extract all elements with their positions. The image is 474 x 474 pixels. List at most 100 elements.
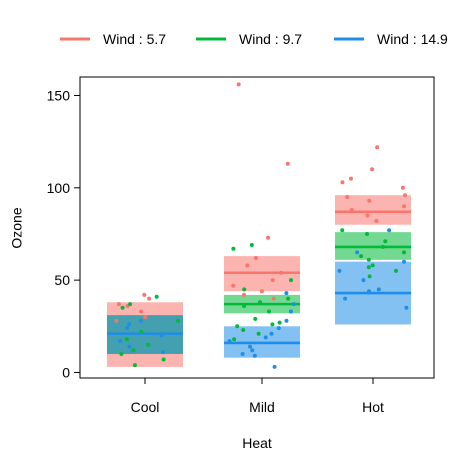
data-point bbox=[370, 263, 375, 268]
data-point bbox=[267, 309, 271, 314]
data-point bbox=[286, 296, 291, 301]
data-point bbox=[248, 344, 252, 349]
data-point bbox=[365, 213, 370, 218]
y-tick-label: 50 bbox=[54, 272, 70, 288]
data-point bbox=[139, 329, 144, 334]
data-point bbox=[366, 265, 371, 270]
data-point bbox=[154, 294, 159, 299]
data-point bbox=[345, 195, 350, 199]
data-point bbox=[236, 82, 241, 87]
data-point bbox=[266, 235, 271, 240]
data-point bbox=[250, 348, 255, 353]
data-point bbox=[176, 318, 180, 323]
data-point bbox=[289, 309, 293, 314]
data-point bbox=[402, 204, 406, 209]
data-point bbox=[245, 263, 250, 268]
y-tick-label: 150 bbox=[47, 87, 71, 103]
data-point bbox=[242, 304, 247, 308]
data-point bbox=[252, 353, 257, 358]
data-point bbox=[270, 322, 275, 327]
data-point bbox=[355, 250, 360, 255]
data-point bbox=[370, 167, 375, 172]
data-point bbox=[253, 256, 258, 260]
data-point bbox=[231, 246, 236, 251]
data-point bbox=[289, 278, 293, 283]
x-axis-title: Heat bbox=[242, 435, 272, 451]
data-point bbox=[235, 324, 240, 329]
data-point bbox=[387, 228, 392, 233]
data-point bbox=[127, 344, 132, 349]
data-point bbox=[279, 270, 284, 275]
data-point bbox=[139, 309, 144, 314]
data-point bbox=[375, 145, 380, 150]
data-point bbox=[242, 292, 246, 297]
data-point bbox=[403, 193, 407, 198]
data-point bbox=[367, 274, 372, 279]
fit-lines bbox=[107, 210, 411, 345]
data-point bbox=[404, 305, 409, 310]
data-point bbox=[366, 257, 371, 262]
y-tick-label: 0 bbox=[62, 364, 70, 380]
data-point bbox=[242, 287, 247, 292]
data-point bbox=[383, 239, 388, 244]
data-point bbox=[374, 219, 379, 223]
data-point bbox=[240, 352, 245, 356]
data-point bbox=[161, 350, 166, 355]
data-point bbox=[249, 243, 254, 247]
data-point bbox=[394, 268, 398, 273]
data-point bbox=[367, 198, 372, 203]
data-point bbox=[291, 302, 296, 307]
y-axis-title: Ozone bbox=[9, 207, 25, 248]
data-point bbox=[361, 278, 366, 283]
data-point bbox=[340, 228, 345, 233]
data-point bbox=[367, 289, 371, 294]
data-point bbox=[349, 176, 353, 181]
data-point bbox=[365, 232, 369, 236]
data-point bbox=[359, 254, 364, 259]
data-point bbox=[400, 185, 405, 190]
legend-label: Wind : 5.7 bbox=[103, 31, 166, 47]
data-point bbox=[147, 296, 152, 301]
data-point bbox=[272, 364, 277, 369]
x-tick-label: Hot bbox=[362, 399, 384, 415]
legend: Wind : 5.7 Wind : 9.7 Wind : 14.9 bbox=[60, 31, 448, 47]
data-point bbox=[402, 250, 406, 255]
confidence-band bbox=[335, 195, 411, 225]
data-point bbox=[376, 287, 381, 292]
x-axis: Cool Mild Hot bbox=[131, 378, 384, 415]
plot-frame bbox=[79, 76, 435, 379]
data-point bbox=[116, 302, 121, 307]
data-point bbox=[241, 328, 246, 332]
data-point bbox=[253, 316, 258, 321]
data-point bbox=[128, 302, 133, 307]
data-point bbox=[349, 208, 354, 212]
data-point bbox=[343, 296, 348, 301]
x-tick-label: Cool bbox=[131, 399, 160, 415]
data-point bbox=[161, 357, 166, 362]
data-point bbox=[270, 278, 275, 283]
data-point bbox=[381, 244, 385, 249]
data-point bbox=[114, 318, 119, 323]
data-point bbox=[118, 339, 122, 344]
data-point bbox=[142, 292, 147, 297]
data-point bbox=[258, 300, 262, 305]
data-point bbox=[127, 322, 131, 327]
data-point bbox=[131, 348, 136, 353]
partial-residual-points bbox=[114, 82, 409, 369]
data-point bbox=[231, 283, 236, 288]
legend-label: Wind : 14.9 bbox=[377, 31, 448, 47]
data-point bbox=[138, 318, 143, 323]
data-point bbox=[259, 289, 264, 294]
y-axis: 0 50 100 150 bbox=[47, 87, 80, 380]
data-point bbox=[159, 333, 164, 338]
data-point bbox=[340, 180, 345, 185]
data-point bbox=[125, 326, 130, 331]
data-point bbox=[120, 305, 125, 310]
data-point bbox=[277, 320, 282, 325]
data-point bbox=[227, 339, 232, 344]
data-point bbox=[124, 337, 129, 342]
data-point bbox=[269, 331, 274, 336]
legend-label: Wind : 9.7 bbox=[239, 31, 302, 47]
data-point bbox=[284, 291, 289, 296]
